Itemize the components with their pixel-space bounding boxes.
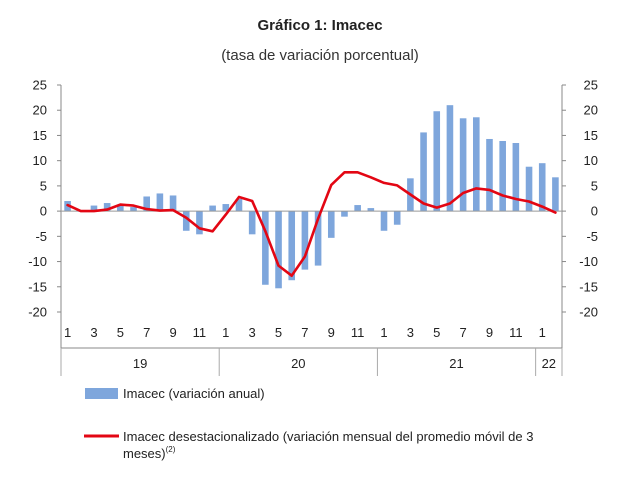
month-tick-label: 9 [486,325,493,340]
bar [301,211,309,270]
month-tick-label: 5 [275,325,282,340]
left-tick-label: -10 [28,254,47,269]
year-label: 22 [542,356,556,371]
bar [169,195,177,212]
month-tick-label: 5 [433,325,440,340]
bar [341,211,348,217]
legend-line-superscript: (2) [166,445,176,454]
month-tick-label: 7 [301,325,308,340]
bar-series [64,105,559,289]
chart-subtitle: (tasa de variación porcentual) [221,47,419,64]
bar [248,211,256,235]
bar [222,204,230,212]
right-tick-label: 20 [584,103,598,118]
left-tick-label: 10 [33,153,47,168]
month-tick-label: 9 [169,325,176,340]
month-tick-label: 1 [64,325,71,340]
chart-title: Gráfico 1: Imacec [257,17,382,34]
left-tick-label: 5 [40,178,47,193]
month-tick-label: 11 [193,325,207,340]
month-tick-label: 11 [509,325,523,340]
month-tick-label: 11 [351,325,365,340]
bar [196,211,203,235]
right-tick-label: 10 [584,153,598,168]
legend-bar-swatch [85,388,118,399]
legend-line-label-part2: meses) [123,446,166,461]
right-tick-label: 5 [591,178,598,193]
bar [486,138,493,212]
left-tick-label: 20 [33,103,47,118]
bar [156,193,164,212]
bar [367,208,375,212]
month-tick-label: 7 [460,325,467,340]
bar [130,207,137,212]
line-series [66,171,557,278]
left-tick-label: 0 [40,204,47,219]
x-axis: 1 3 5 7 9 11 1 3 5 7 9 11 1 3 5 7 9 11 119 20 21 22 [60,325,563,376]
bar [262,211,269,285]
month-tick-label: 3 [90,325,97,340]
legend-bar-label: Imacec (variación anual) [123,386,265,401]
bar [525,166,533,212]
month-tick-label: 9 [328,325,335,340]
bar [209,205,216,212]
legend-line-label: Imacec desestacionalizado (variación men… [123,429,537,461]
right-tick-label: -10 [579,254,598,269]
left-tick-label: -15 [28,279,47,294]
right-tick-label: 0 [591,204,598,219]
bar [499,140,506,212]
bar [90,205,98,212]
month-tick-label: 1 [539,325,546,340]
left-tick-label: -20 [28,305,47,320]
month-tick-label: 1 [222,325,229,340]
bar [512,143,520,212]
left-tick-label: 15 [33,128,47,143]
left-tick-label: 25 [33,78,47,93]
bar [288,211,296,281]
right-tick-label: -15 [579,279,598,294]
bar [420,132,427,212]
bar [117,204,124,212]
bar [314,211,322,266]
series-line [66,171,557,278]
year-label: 21 [449,356,463,371]
bar [393,211,401,225]
bar [473,117,480,212]
right-tick-label: 15 [584,128,598,143]
left-tick-label: -5 [35,229,47,244]
month-tick-label: 7 [143,325,150,340]
year-label: 20 [291,356,305,371]
right-tick-label: 25 [584,78,598,93]
right-tick-label: -20 [579,305,598,320]
month-tick-label: 1 [380,325,387,340]
left-y-axis: -20 -15 -10 -5 0 5 10 15 20 25 [28,78,62,348]
month-tick-label: 3 [407,325,414,340]
bar [354,205,361,212]
bar [182,211,190,231]
bar [446,105,454,212]
right-y-axis: -20 -15 -10 -5 0 5 10 15 20 25 [561,78,598,348]
bar [538,163,546,212]
year-label: 19 [133,356,147,371]
bar [143,196,150,212]
month-tick-label: 3 [249,325,256,340]
bar [327,211,335,238]
bar [459,118,467,212]
bar [433,111,441,212]
bar [275,211,282,289]
bar [235,199,243,212]
bar [552,177,559,212]
right-tick-label: -5 [586,229,598,244]
bar [103,203,111,212]
month-tick-label: 5 [117,325,124,340]
legend: Imacec (variación anual) Imacec desestac… [84,386,537,461]
legend-line-label-part1: Imacec desestacionalizado (variación men… [123,429,533,444]
bar [380,211,388,231]
